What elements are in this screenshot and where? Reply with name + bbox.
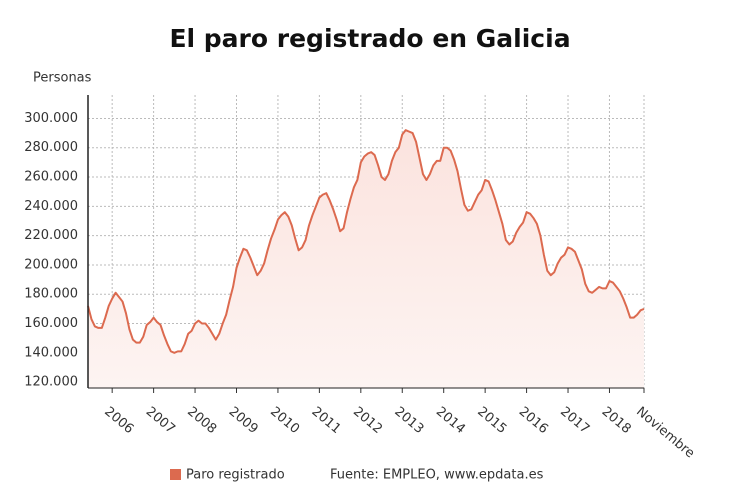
legend-swatch bbox=[170, 469, 181, 480]
x-tick-label: 2011 bbox=[309, 404, 344, 437]
x-tick-label: 2018 bbox=[599, 404, 634, 437]
x-tick-label: 2012 bbox=[350, 404, 385, 437]
x-tick-label: 2008 bbox=[184, 404, 219, 437]
area bbox=[88, 130, 644, 388]
x-tick-label: 2006 bbox=[101, 404, 136, 437]
line bbox=[87, 129, 645, 354]
y-axis-label: Personas bbox=[33, 71, 92, 86]
x-tick-label: 2016 bbox=[516, 404, 551, 437]
x-tick-label: 2007 bbox=[143, 404, 178, 437]
x-tick-label: Noviembre bbox=[633, 404, 697, 461]
y-tick-label: 160.000 bbox=[24, 316, 78, 331]
y-tick-label: 180.000 bbox=[24, 287, 78, 302]
y-tick-label: 240.000 bbox=[24, 199, 78, 214]
chart-title: El paro registrado en Galicia bbox=[169, 24, 570, 53]
y-tick-label: 120.000 bbox=[24, 375, 78, 390]
legend-label: Paro registrado bbox=[186, 468, 285, 483]
x-tick-label: 2009 bbox=[226, 404, 261, 437]
x-tick-label: 2010 bbox=[267, 404, 302, 437]
x-tick-label: 2014 bbox=[433, 404, 468, 437]
y-tick-label: 220.000 bbox=[24, 228, 78, 243]
y-tick-label: 300.000 bbox=[24, 111, 78, 126]
x-tick-label: 2013 bbox=[391, 404, 426, 437]
y-tick-label: 260.000 bbox=[24, 170, 78, 185]
y-tick-label: 200.000 bbox=[24, 257, 78, 272]
x-tick-label: 2017 bbox=[557, 404, 592, 437]
y-tick-label: 280.000 bbox=[24, 140, 78, 155]
source: Fuente: EMPLEO, www.epdata.es bbox=[330, 468, 544, 483]
x-tick-label: 2015 bbox=[474, 404, 509, 437]
y-tick-label: 140.000 bbox=[24, 345, 78, 360]
